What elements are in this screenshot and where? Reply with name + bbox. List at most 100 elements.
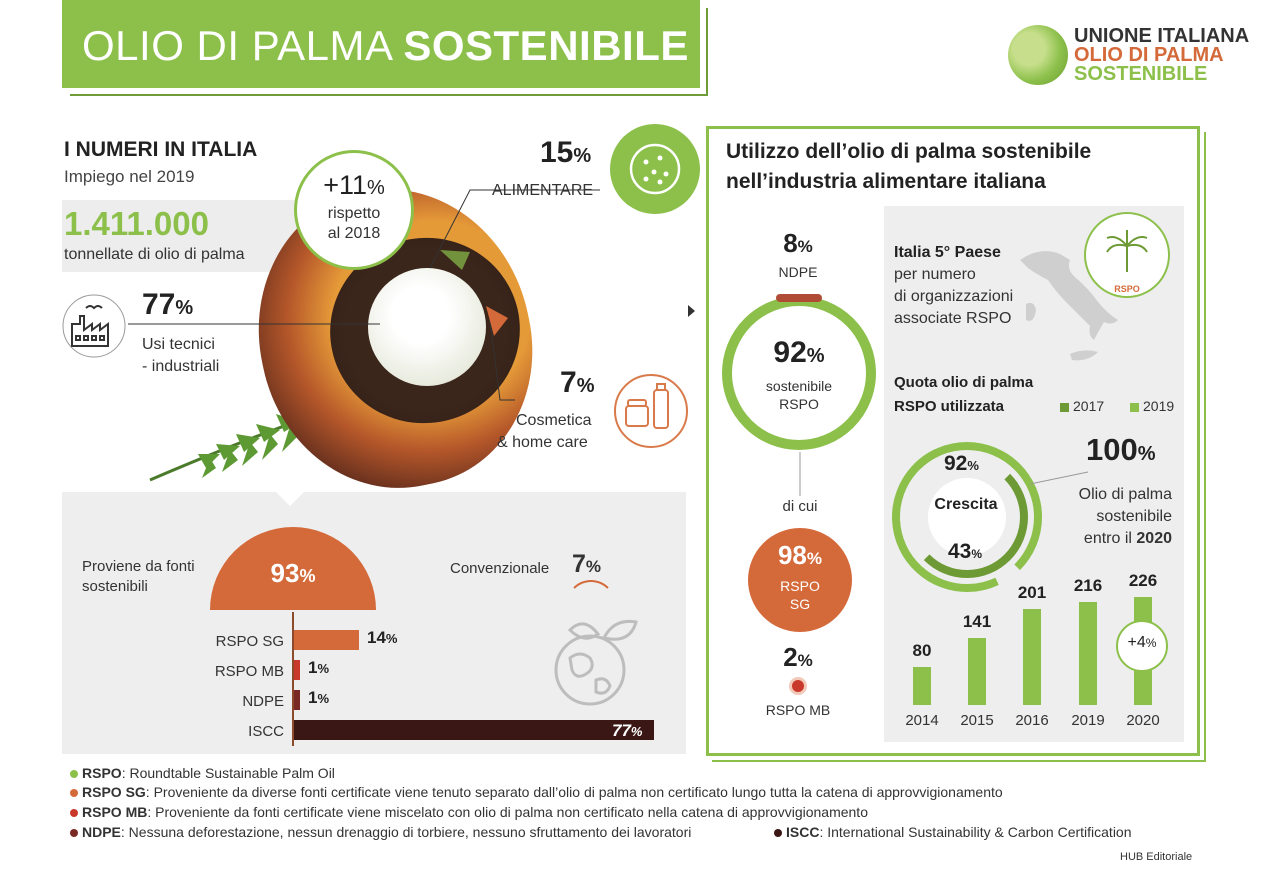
ndpe-arc [776,294,822,302]
conventional-value: 7% [572,550,602,578]
footnote-rspo: RSPO: Roundtable Sustainable Palm Oil [82,765,335,781]
rspo-mb-value: 2% [783,642,813,672]
column-year-2016: 2016 [1015,712,1049,729]
target-label-3: entro il 2020 [1083,530,1172,547]
logo-line-1: UNIONE ITALIANA [1074,25,1250,47]
rspo-ring [722,296,876,450]
cookie-icon [610,124,700,214]
bar-label-rspo-mb: RSPO MB [214,663,284,680]
footnote-rspo-sg: RSPO SG: Proveniente da diverse fonti ce… [82,784,1003,800]
growth-label-1: rispetto [327,205,381,222]
cosmetics-icon [614,374,688,448]
bar-rspo-mb [294,660,300,680]
growth-label-2: al 2018 [327,225,381,242]
footnote-dot-rspo [70,770,78,778]
industrial-value: 77% [142,288,194,321]
credit: HUB Editoriale [1120,851,1193,863]
banner-shadow [70,8,708,96]
rspo-mb-label: RSPO MB [765,702,831,718]
legend-swatch-2019 [1130,403,1139,412]
pointer-arrow-icon [688,305,695,317]
footnote-rspo-mb: RSPO MB: Proveniente da fonti certificat… [82,804,868,820]
column-value-2020: 226 [1128,571,1158,590]
change-badge [1116,620,1168,672]
bar-ndpe [294,690,300,710]
column-2014 [913,667,931,705]
column-value-2016: 201 [1017,583,1047,602]
food-industry-frame-shadow [712,132,1206,762]
rspo-mb-dot [789,677,807,695]
rspo-label-2: RSPO [779,396,819,412]
growth-ring-2017 [906,456,1028,578]
rspo-label-1: sostenibile [765,378,833,394]
conventional-arc [566,580,616,630]
bar-value-rspo-sg: 14% [367,628,398,647]
cosmetic-label-1: Cosmetica [516,412,592,429]
food-label: ALIMENTARE [492,182,594,199]
rspo-sg-label-1: RSPO [780,578,820,594]
growth-ring-center [928,478,1006,556]
numbers-subtitle: Impiego nel 2019 [64,167,195,186]
bar-label-ndpe: NDPE [242,693,284,710]
bar-axis [292,612,294,746]
italy-rank-label-3: di organizzazioni [894,288,1014,305]
rspo-certified-seal [1084,212,1170,298]
bar-iscc [294,720,654,740]
column-year-2014: 2014 [905,712,939,729]
logo-line-3: SOSTENIBILE [1074,63,1208,85]
industrial-label-1: Usi tecnici [142,336,215,353]
sustainable-label-1: Proviene da fonti [82,558,195,575]
growth-value: +11% [323,170,385,200]
food-industry-title-1: Utilizzo dell’olio di palma sostenibile [726,140,1092,163]
footnote-dot-rspo-mb [70,809,78,817]
food-industry-frame [706,126,1200,756]
target-connector [1030,471,1089,485]
italy-rank-label-2: per numero [894,266,976,283]
column-value-2015: 141 [962,612,992,631]
rspo-value: 92% [773,336,825,369]
ndpe-value: 8% [783,228,813,258]
bar-rspo-sg [294,630,359,650]
logo-line-2: OLIO DI PALMA [1074,44,1224,66]
bar-value-iscc: 77% [612,721,643,740]
column-year-2015: 2015 [960,712,994,729]
italy-rank-label-4: associate RSPO [894,310,1012,327]
palm-fruit-kernel [368,268,486,386]
page-title: OLIO DI PALMA SOSTENIBILE [82,22,689,69]
legend-swatch-2017 [1060,403,1069,412]
total-label: tonnellate di olio di palma [64,246,245,263]
sustainable-value: 93% [270,558,316,588]
footnote-dot-rspo-sg [70,789,78,797]
title-banner [62,0,700,88]
column-value-2019: 216 [1073,576,1103,595]
quota-title-1: Quota olio di palma [894,374,1034,391]
footnote-dot-iscc [774,829,782,837]
column-2019 [1079,602,1097,705]
cosmetic-value: 7% [560,366,595,399]
italy-map-icon [1020,251,1118,361]
ring-label: Crescita [934,496,998,513]
italy-rank-label: Italia 5° Paese [894,244,1001,261]
sustainable-label-2: sostenibili [82,578,148,595]
ring-value-2017: 43% [948,540,983,563]
globe-leaves-icon [554,619,638,706]
connector-line [799,452,801,496]
target-label-1: Olio di palma [1078,486,1172,503]
growth-badge [294,150,414,270]
food-value: 15% [540,136,592,169]
target-label-2: sostenibile [1096,508,1172,525]
panel-notch [276,492,304,506]
column-value-2014: 80 [912,641,932,660]
rspo-seal-label: RSPO [1114,284,1140,294]
ring-value-2019: 92% [944,452,979,475]
bar-label-rspo-sg: RSPO SG [215,633,284,650]
change-value: +4% [1127,634,1157,651]
footnote-dot-ndpe [70,829,78,837]
footnote-iscc: ISCC: International Sustainability & Car… [786,824,1132,840]
rspo-sg-value: 98% [777,540,823,570]
growth-ring-2019 [892,442,1042,592]
palm-leaf-circle-icon [1008,25,1068,85]
food-industry-title-2: nell’industria alimentare italiana [726,170,1046,193]
column-2016 [1023,609,1041,705]
column-year-2020: 2020 [1126,712,1160,729]
